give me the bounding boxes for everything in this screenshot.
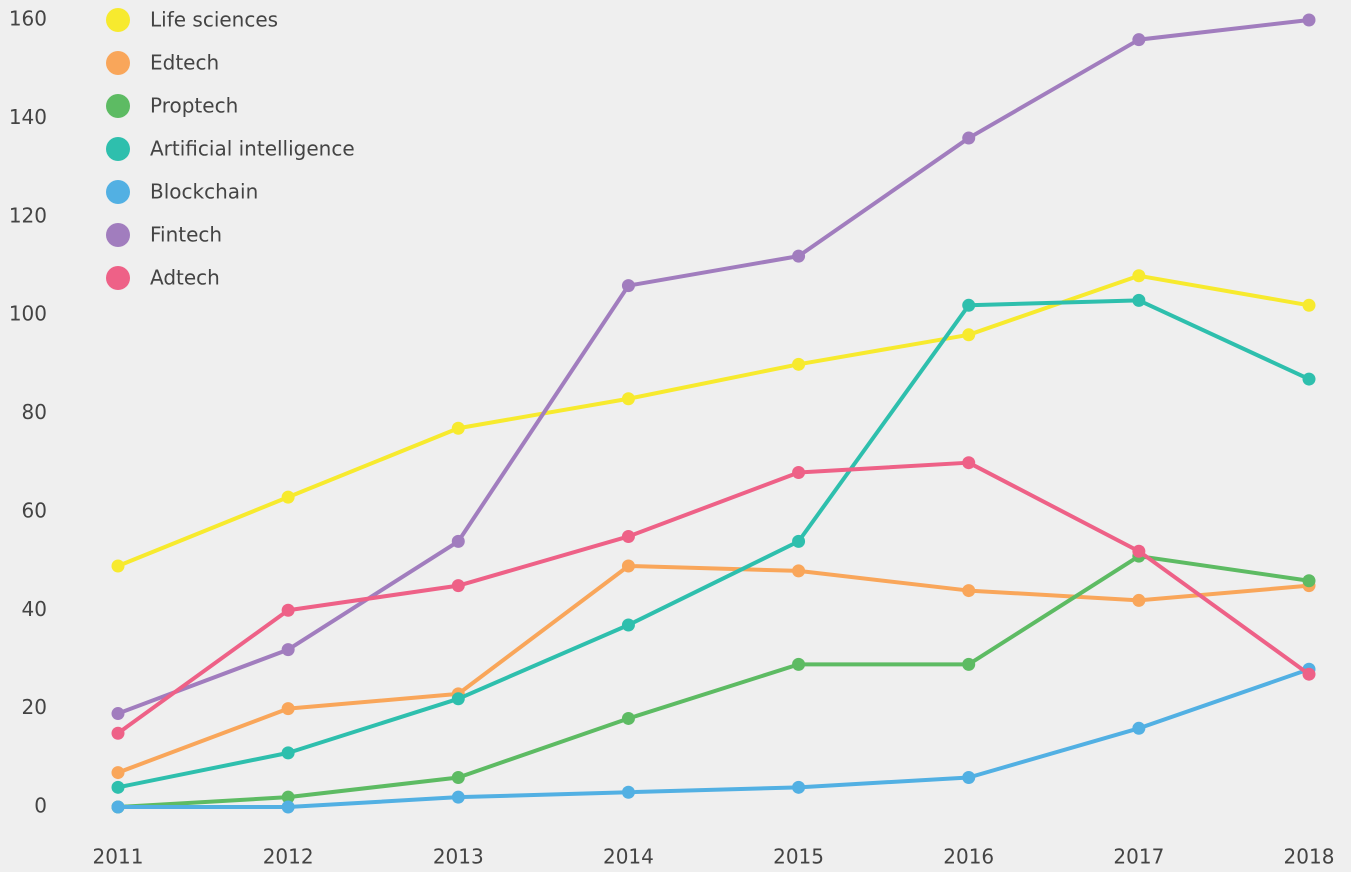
data-point xyxy=(451,770,465,784)
series-line xyxy=(116,460,1311,735)
data-point xyxy=(621,392,635,406)
legend-swatch xyxy=(106,266,130,290)
legend-swatch xyxy=(106,94,130,118)
data-point xyxy=(451,579,465,593)
legend-label: Blockchain xyxy=(150,180,258,204)
data-point xyxy=(962,131,976,145)
data-point xyxy=(1302,372,1316,386)
data-point xyxy=(621,559,635,573)
x-tick-label: 2013 xyxy=(433,845,484,869)
data-point xyxy=(1302,13,1316,27)
data-point xyxy=(111,780,125,794)
data-point xyxy=(111,559,125,573)
data-point xyxy=(1132,269,1146,283)
data-point xyxy=(792,780,806,794)
data-point xyxy=(621,711,635,725)
series-line xyxy=(118,667,1310,809)
data-point xyxy=(281,643,295,657)
legend-swatch xyxy=(106,223,130,247)
y-tick-label: 100 xyxy=(9,302,47,326)
legend-label: Proptech xyxy=(150,94,238,118)
series-line xyxy=(117,554,1310,809)
data-point xyxy=(1132,544,1146,558)
data-point xyxy=(1132,593,1146,607)
x-tick-label: 2011 xyxy=(93,845,144,869)
series-line xyxy=(117,298,1310,790)
legend-swatch xyxy=(106,180,130,204)
data-point xyxy=(281,603,295,617)
data-point xyxy=(281,490,295,504)
data-point xyxy=(621,618,635,632)
legend-swatch xyxy=(106,137,130,161)
data-point xyxy=(451,790,465,804)
data-point xyxy=(792,657,806,671)
data-point xyxy=(962,456,976,470)
data-point xyxy=(962,584,976,598)
legend-label: Edtech xyxy=(150,51,219,75)
y-tick-label: 20 xyxy=(22,695,47,719)
data-point xyxy=(281,790,295,804)
data-point xyxy=(451,534,465,548)
y-tick-label: 40 xyxy=(22,597,47,621)
x-tick-label: 2014 xyxy=(603,845,654,869)
y-tick-label: 160 xyxy=(9,7,47,31)
data-point xyxy=(621,529,635,543)
data-point xyxy=(792,249,806,263)
data-point xyxy=(792,466,806,480)
data-point xyxy=(962,770,976,784)
data-point xyxy=(451,421,465,435)
series-line xyxy=(117,563,1310,775)
legend-label: Artificial intelligence xyxy=(150,137,355,161)
data-point xyxy=(792,564,806,578)
data-point xyxy=(111,800,125,814)
data-point xyxy=(962,657,976,671)
legend-label: Adtech xyxy=(150,266,220,290)
data-point xyxy=(281,746,295,760)
data-point xyxy=(281,702,295,716)
x-tick-label: 2012 xyxy=(263,845,314,869)
data-point xyxy=(621,279,635,293)
data-point xyxy=(1302,574,1316,588)
data-point xyxy=(1132,721,1146,735)
data-point xyxy=(1302,667,1316,681)
data-point xyxy=(281,800,295,814)
x-tick-label: 2015 xyxy=(773,845,824,869)
data-point xyxy=(792,357,806,371)
legend-label: Fintech xyxy=(150,223,222,247)
data-point xyxy=(111,707,125,721)
data-point xyxy=(1132,33,1146,47)
data-point xyxy=(1302,298,1316,312)
x-tick-label: 2016 xyxy=(943,845,994,869)
series-line xyxy=(117,273,1310,568)
data-point xyxy=(111,766,125,780)
legend-swatch xyxy=(106,51,130,75)
data-point xyxy=(111,726,125,740)
x-tick-label: 2017 xyxy=(1113,845,1164,869)
data-point xyxy=(792,534,806,548)
data-point xyxy=(621,785,635,799)
legend-label: Life sciences xyxy=(150,8,278,32)
y-tick-label: 120 xyxy=(9,203,47,227)
series-line xyxy=(117,18,1310,716)
data-point xyxy=(451,692,465,706)
y-tick-label: 60 xyxy=(22,498,47,522)
y-tick-label: 80 xyxy=(22,400,47,424)
data-point xyxy=(962,298,976,312)
data-point xyxy=(1132,293,1146,307)
x-tick-label: 2018 xyxy=(1284,845,1335,869)
y-tick-label: 0 xyxy=(34,794,47,818)
y-tick-label: 140 xyxy=(9,105,47,129)
legend-swatch xyxy=(106,8,130,32)
data-point xyxy=(962,328,976,342)
